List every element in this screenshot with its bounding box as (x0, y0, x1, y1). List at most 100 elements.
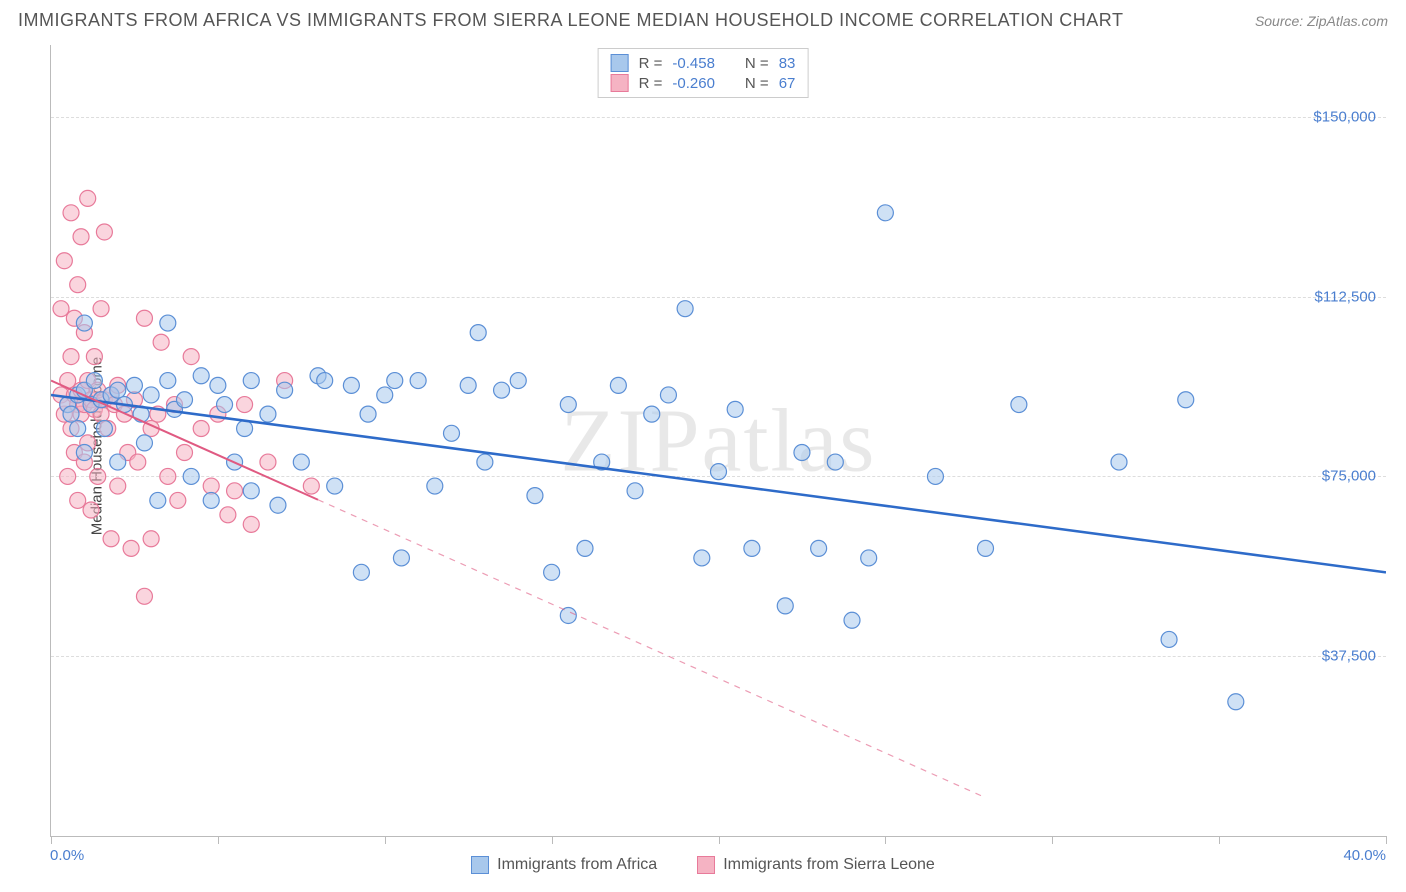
r-label: R = (639, 55, 663, 72)
data-point (243, 373, 259, 389)
scatter-chart: ZIPatlas $37,500$75,000$112,500$150,000 (50, 45, 1386, 837)
data-point (227, 483, 243, 499)
n-label: N = (745, 75, 769, 92)
n-value-sl: 67 (779, 75, 796, 92)
data-point (644, 406, 660, 422)
data-point (260, 406, 276, 422)
data-point (136, 435, 152, 451)
data-point (811, 540, 827, 556)
x-tick (719, 836, 720, 844)
data-point (136, 588, 152, 604)
data-point (377, 387, 393, 403)
data-point (1178, 392, 1194, 408)
x-max-label: 40.0% (1343, 847, 1386, 864)
data-point (86, 373, 102, 389)
x-tick (385, 836, 386, 844)
data-point (410, 373, 426, 389)
plot-svg (51, 45, 1386, 836)
data-point (527, 488, 543, 504)
data-point (444, 425, 460, 441)
x-tick (1219, 836, 1220, 844)
data-point (927, 468, 943, 484)
data-point (123, 540, 139, 556)
swatch-africa (611, 54, 629, 72)
source-label: Source: (1255, 13, 1303, 29)
chart-title: IMMIGRANTS FROM AFRICA VS IMMIGRANTS FRO… (18, 10, 1123, 31)
data-point (70, 277, 86, 293)
r-value-sl: -0.260 (672, 75, 715, 92)
legend-label-africa: Immigrants from Africa (497, 856, 657, 874)
stats-row-sl: R = -0.260 N = 67 (611, 73, 796, 93)
data-point (460, 377, 476, 393)
data-point (63, 406, 79, 422)
r-value-africa: -0.458 (672, 55, 715, 72)
data-point (160, 373, 176, 389)
data-point (63, 205, 79, 221)
data-point (220, 507, 236, 523)
data-point (727, 401, 743, 417)
source-credit: Source: ZipAtlas.com (1255, 13, 1388, 29)
x-tick (885, 836, 886, 844)
data-point (243, 516, 259, 532)
data-point (193, 421, 209, 437)
data-point (260, 454, 276, 470)
data-point (317, 373, 333, 389)
data-point (1011, 397, 1027, 413)
data-point (844, 612, 860, 628)
x-tick (218, 836, 219, 844)
data-point (343, 377, 359, 393)
data-point (183, 468, 199, 484)
data-point (627, 483, 643, 499)
x-min-label: 0.0% (50, 847, 84, 864)
data-point (103, 531, 119, 547)
data-point (477, 454, 493, 470)
data-point (83, 502, 99, 518)
data-point (360, 406, 376, 422)
data-point (170, 492, 186, 508)
data-point (73, 229, 89, 245)
x-tick (51, 836, 52, 844)
data-point (177, 392, 193, 408)
data-point (193, 368, 209, 384)
data-point (777, 598, 793, 614)
data-point (744, 540, 760, 556)
data-point (110, 382, 126, 398)
data-point (136, 310, 152, 326)
legend-item-sl: Immigrants from Sierra Leone (697, 856, 935, 874)
data-point (470, 325, 486, 341)
data-point (160, 315, 176, 331)
data-point (86, 349, 102, 365)
data-point (90, 468, 106, 484)
legend-item-africa: Immigrants from Africa (471, 856, 657, 874)
stats-row-africa: R = -0.458 N = 83 (611, 53, 796, 73)
swatch-sl (697, 856, 715, 874)
data-point (494, 382, 510, 398)
data-point (861, 550, 877, 566)
data-point (660, 387, 676, 403)
data-point (694, 550, 710, 566)
data-point (217, 397, 233, 413)
n-value-africa: 83 (779, 55, 796, 72)
data-point (56, 253, 72, 269)
data-point (80, 190, 96, 206)
data-point (610, 377, 626, 393)
data-point (143, 387, 159, 403)
x-tick (552, 836, 553, 844)
data-point (560, 607, 576, 623)
source-value: ZipAtlas.com (1307, 13, 1388, 29)
data-point (96, 224, 112, 240)
data-point (270, 497, 286, 513)
data-point (827, 454, 843, 470)
data-point (70, 492, 86, 508)
trend-line-dashed (318, 500, 986, 798)
data-point (130, 454, 146, 470)
data-point (387, 373, 403, 389)
title-bar: IMMIGRANTS FROM AFRICA VS IMMIGRANTS FRO… (18, 10, 1388, 31)
data-point (76, 444, 92, 460)
stats-legend: R = -0.458 N = 83 R = -0.260 N = 67 (598, 48, 809, 98)
data-point (327, 478, 343, 494)
data-point (153, 334, 169, 350)
data-point (577, 540, 593, 556)
data-point (70, 421, 86, 437)
data-point (237, 397, 253, 413)
